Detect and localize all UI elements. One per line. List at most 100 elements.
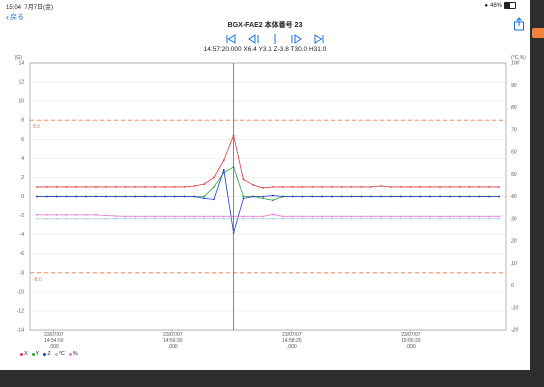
data-point <box>144 186 147 188</box>
wifi-icon: ● <box>484 2 488 9</box>
data-point <box>291 217 294 220</box>
data-point <box>340 217 343 220</box>
y-left-tick-label: 12 <box>18 80 24 86</box>
data-point <box>213 186 215 188</box>
data-point <box>389 195 392 198</box>
legend-item[interactable]: °C <box>54 351 65 357</box>
data-point <box>75 213 78 216</box>
x-tick-ms: .000 <box>168 344 178 350</box>
y-right-tick-label: 50 <box>511 172 517 178</box>
data-point <box>291 195 294 198</box>
step-forward-icon[interactable] <box>290 33 302 45</box>
data-point <box>301 195 304 198</box>
data-point <box>409 215 412 218</box>
step-back-icon[interactable] <box>248 33 260 45</box>
y-right-tick-label: 40 <box>511 194 517 200</box>
data-point <box>183 195 186 198</box>
data-point <box>458 215 461 218</box>
data-point <box>448 186 451 188</box>
data-point <box>488 195 491 198</box>
data-point <box>321 186 323 188</box>
data-point <box>95 186 97 188</box>
data-point <box>124 186 127 188</box>
data-point <box>173 215 176 218</box>
data-point <box>55 213 58 216</box>
y-right-tick-label: 30 <box>511 216 517 222</box>
legend-label: Z <box>47 351 51 357</box>
data-point <box>124 217 127 220</box>
data-point <box>262 195 264 198</box>
data-point <box>114 186 117 188</box>
y-left-tick-label: 0 <box>21 194 24 200</box>
legend-label: % <box>72 351 78 357</box>
legend-item[interactable]: X <box>20 351 28 357</box>
data-point <box>173 195 176 198</box>
y-left-tick-label: 6 <box>21 137 24 143</box>
legend-item[interactable]: Z <box>43 351 51 357</box>
data-point <box>183 217 186 220</box>
data-point <box>340 195 343 198</box>
data-point <box>409 217 412 220</box>
y-right-tick-label: 80 <box>511 105 517 111</box>
y-left-tick-label: 2 <box>21 175 24 181</box>
cursor-readout: 14:57:20.000 X6.4 Y3.1 Z-3.8 T30.0 H31.0 <box>203 46 327 53</box>
data-point <box>222 168 225 171</box>
legend-item[interactable]: % <box>68 351 78 357</box>
y-left-tick-label: -6 <box>20 251 25 257</box>
data-point <box>340 186 343 188</box>
x-tick-date: 23/07/07 <box>282 332 302 338</box>
cursor-bar-icon[interactable] <box>269 33 281 45</box>
skip-to-last-icon[interactable] <box>313 33 325 45</box>
legend-label: °C <box>58 351 65 357</box>
data-point <box>45 195 48 198</box>
y-right-tick-label: 90 <box>511 83 517 89</box>
data-point <box>114 195 117 198</box>
y-left-tick-label: -12 <box>17 308 24 314</box>
skip-to-first-icon[interactable] <box>225 33 237 45</box>
share-icon[interactable] <box>512 17 526 31</box>
data-point <box>134 195 137 198</box>
data-point <box>360 215 363 218</box>
data-point <box>478 217 481 220</box>
data-point <box>488 186 491 188</box>
back-button[interactable]: ‹ 戻る <box>6 12 24 22</box>
y-right-tick-label: 0 <box>511 283 514 289</box>
data-point <box>350 215 353 218</box>
sensor-chart[interactable]: 14121086420-2-4-6-8-10-12-14100908070605… <box>0 0 530 370</box>
page-title: BGX-FAE2 本体番号 23 <box>227 22 303 29</box>
x-tick-ms: .000 <box>49 344 59 350</box>
data-point <box>311 195 314 198</box>
series-line-X <box>37 134 499 189</box>
data-point <box>163 217 166 220</box>
data-point <box>301 215 304 218</box>
data-point <box>252 184 255 186</box>
data-point <box>321 195 323 198</box>
legend-label: Y <box>35 351 40 357</box>
data-point <box>75 195 78 198</box>
y-left-tick-label: -10 <box>17 289 24 295</box>
data-point <box>350 195 353 198</box>
threshold-label: 8.0 <box>33 124 40 130</box>
data-point <box>301 186 304 188</box>
data-point <box>272 217 274 220</box>
data-point <box>478 215 481 218</box>
data-point <box>488 217 491 220</box>
data-point <box>203 197 206 200</box>
data-point <box>173 217 176 220</box>
data-point <box>262 215 264 218</box>
data-point <box>439 215 441 218</box>
data-point <box>409 186 412 188</box>
legend-dot <box>31 352 35 356</box>
data-point <box>36 217 38 220</box>
legend-item[interactable]: Y <box>31 351 40 357</box>
data-point <box>193 217 196 220</box>
data-point <box>478 186 481 188</box>
data-point <box>193 215 196 218</box>
series-line-% <box>37 213 499 217</box>
data-point <box>213 198 215 201</box>
data-point <box>134 215 137 218</box>
data-point <box>370 215 373 218</box>
overlay-tab <box>532 28 544 38</box>
y-left-tick-label: 10 <box>18 99 24 105</box>
data-point <box>154 186 156 188</box>
